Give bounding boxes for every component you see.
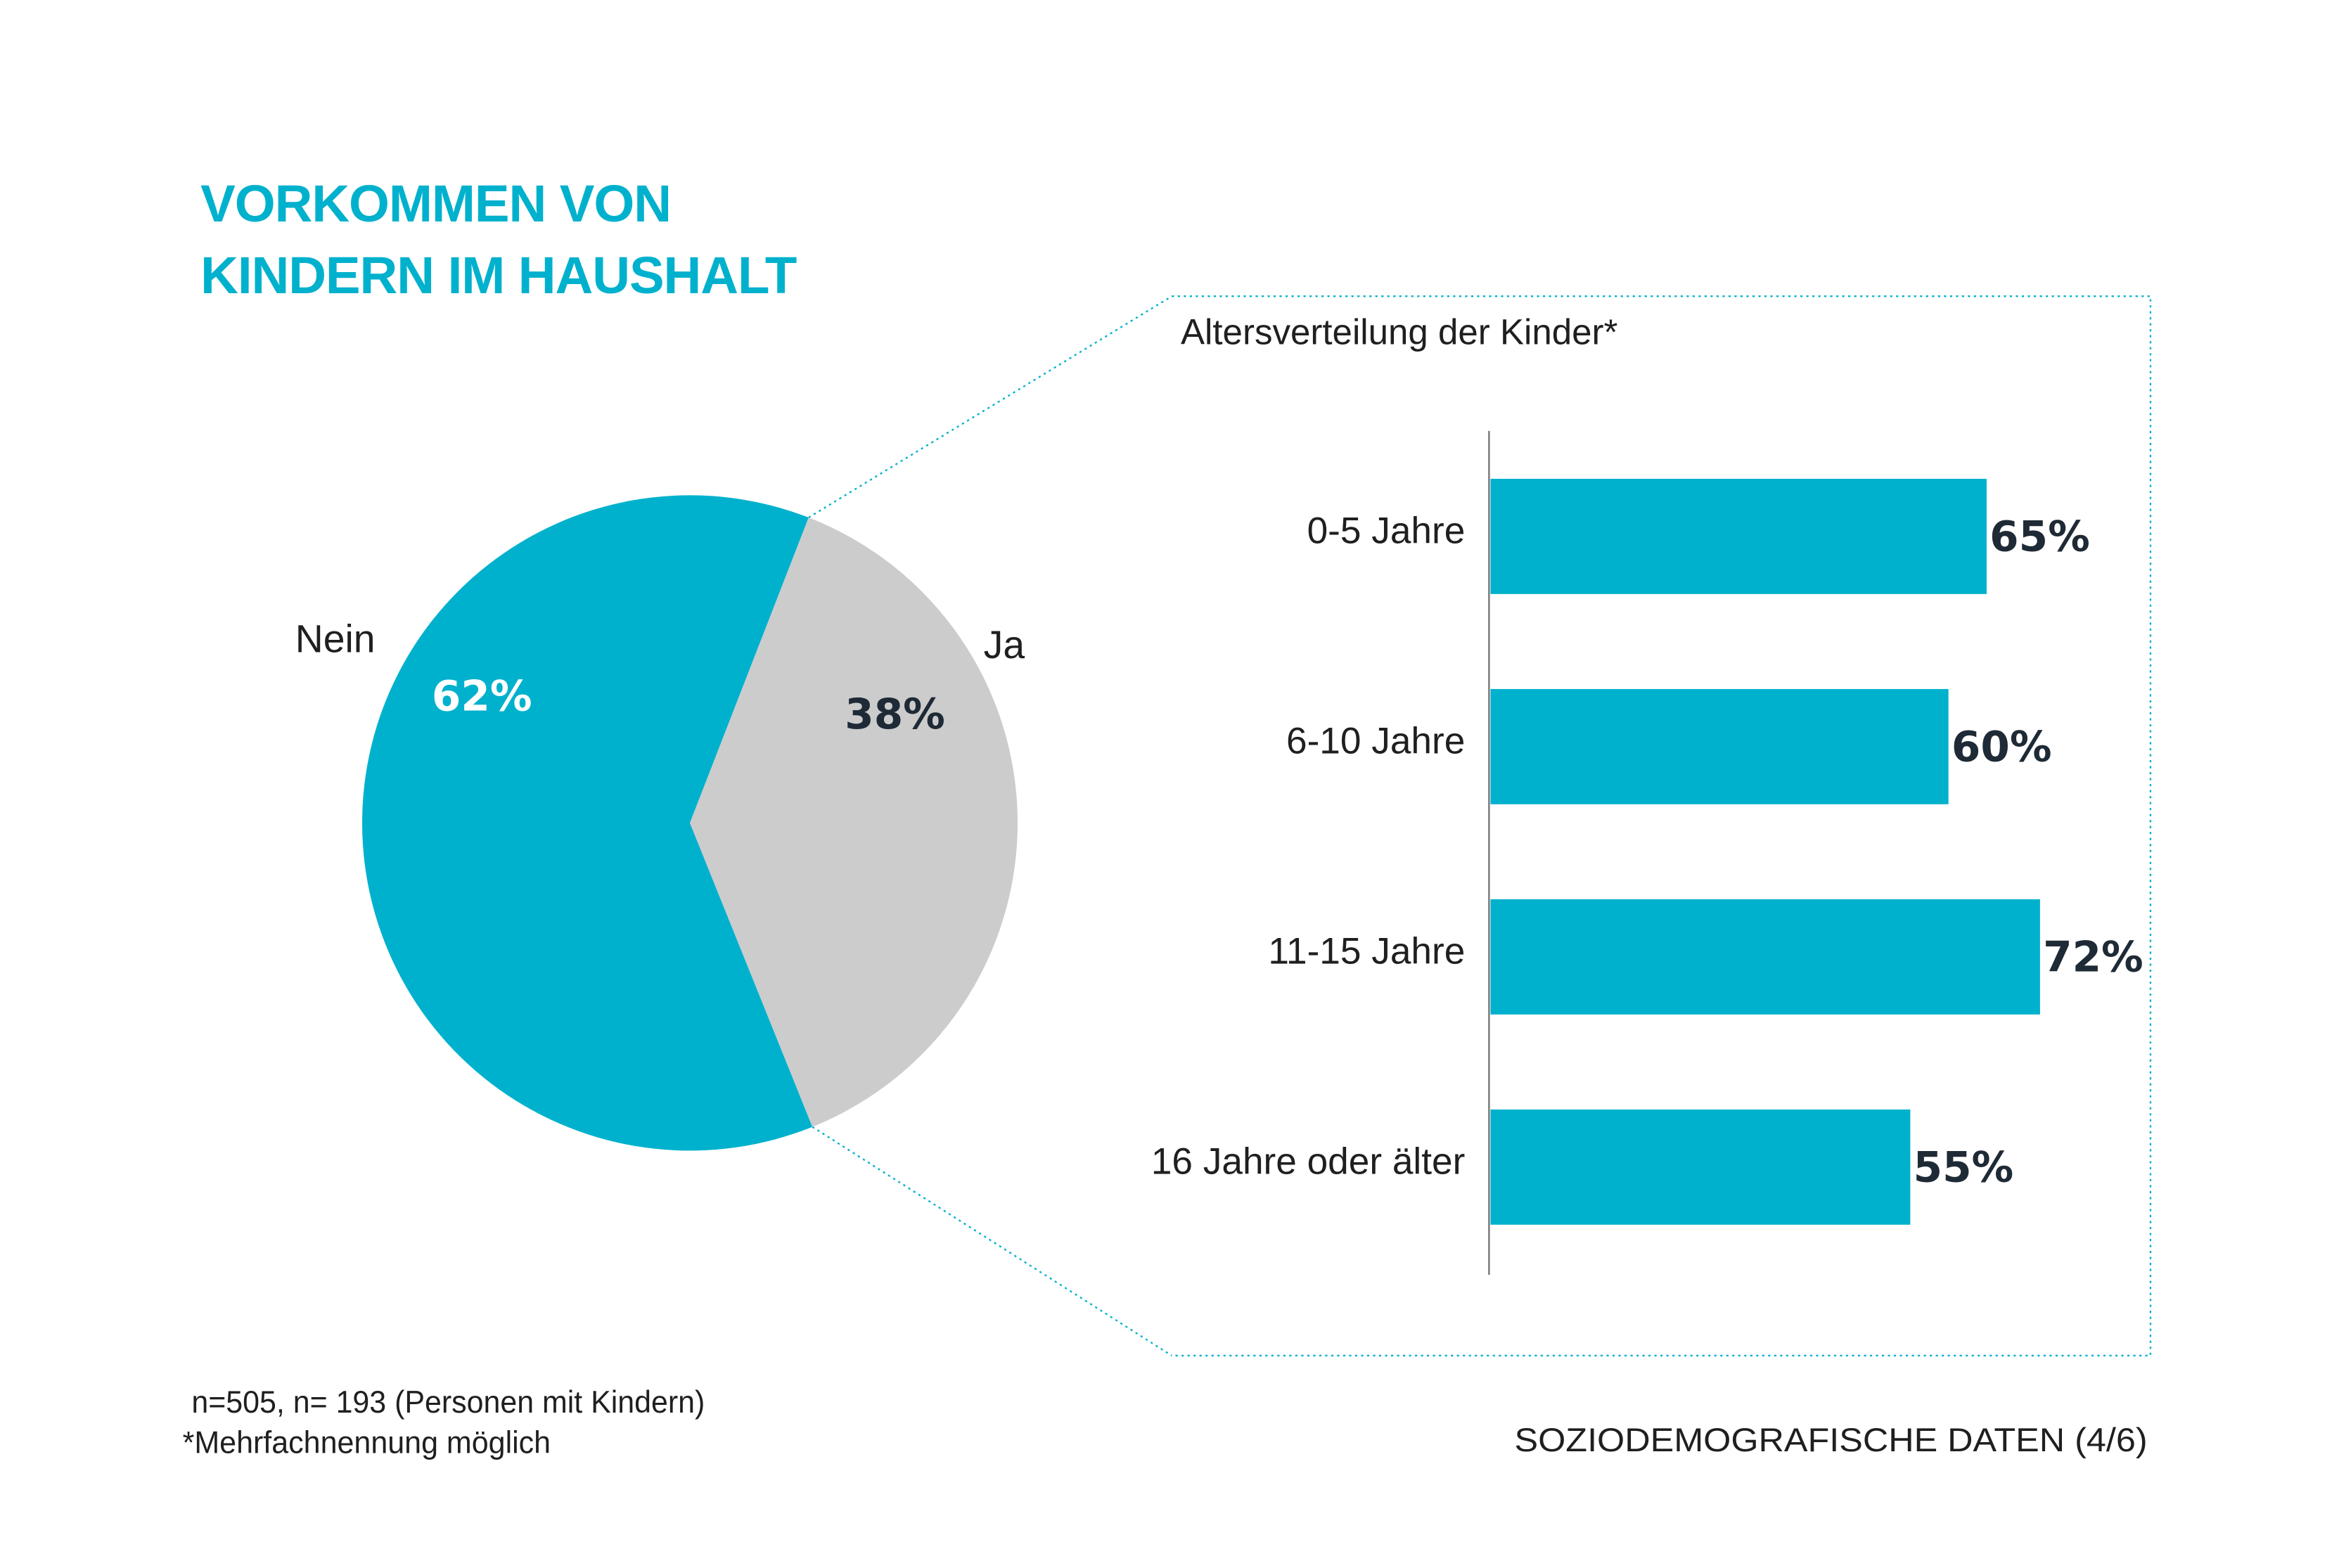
- pie-slice-nein: [361, 495, 813, 1151]
- bar-3: [1490, 899, 2040, 1015]
- zoom-frame: [808, 295, 2152, 1357]
- bar-4: [1490, 1109, 1911, 1225]
- bar-category-label-2: 6-10 Jahre: [1286, 721, 1465, 762]
- bar-value-label-4: 55%: [1914, 1144, 2014, 1193]
- zoom-connector-bottom: [812, 1126, 1172, 1356]
- pie-value-label-nein: 62%: [432, 672, 532, 721]
- page-title-line-1: VORKOMMEN VON: [200, 174, 671, 233]
- bar-value-label-3: 72%: [2043, 934, 2143, 982]
- footnote-sample: n=505, n= 193 (Personen mit Kindern): [191, 1385, 705, 1420]
- bar-chart-title: Altersverteilung der Kinder*: [1181, 311, 1618, 352]
- section-label: SOZIODEMOGRAFISCHE DATEN (4/6): [1515, 1422, 2148, 1458]
- pie-value-label-ja: 38%: [845, 690, 945, 739]
- page-title-line-2: KINDERN IM HAUSHALT: [200, 246, 797, 304]
- bar-2: [1490, 688, 1949, 804]
- pie-chart: 62% 38% Nein Ja: [295, 495, 1025, 1151]
- bar-chart: Altersverteilung der Kinder* 0-5 Jahre 65…: [1151, 311, 2143, 1275]
- footnote-note: *Mehrfachnennung möglich: [183, 1425, 551, 1460]
- bar-value-label-1: 65%: [1989, 513, 2090, 562]
- bar-value-label-2: 60%: [1952, 724, 2052, 772]
- zoom-frame-border: [1172, 295, 2152, 1357]
- zoom-connector-top: [808, 295, 1172, 519]
- bar-1: [1490, 478, 1987, 594]
- pie-category-label-nein: Nein: [295, 617, 376, 661]
- bar-category-label-4: 16 Jahre oder älter: [1151, 1141, 1465, 1183]
- pie-slice-ja: [690, 518, 1018, 1127]
- bar-category-label-3: 11-15 Jahre: [1268, 931, 1465, 972]
- bar-category-label-1: 0-5 Jahre: [1307, 510, 1466, 552]
- pie-category-label-ja: Ja: [984, 623, 1025, 667]
